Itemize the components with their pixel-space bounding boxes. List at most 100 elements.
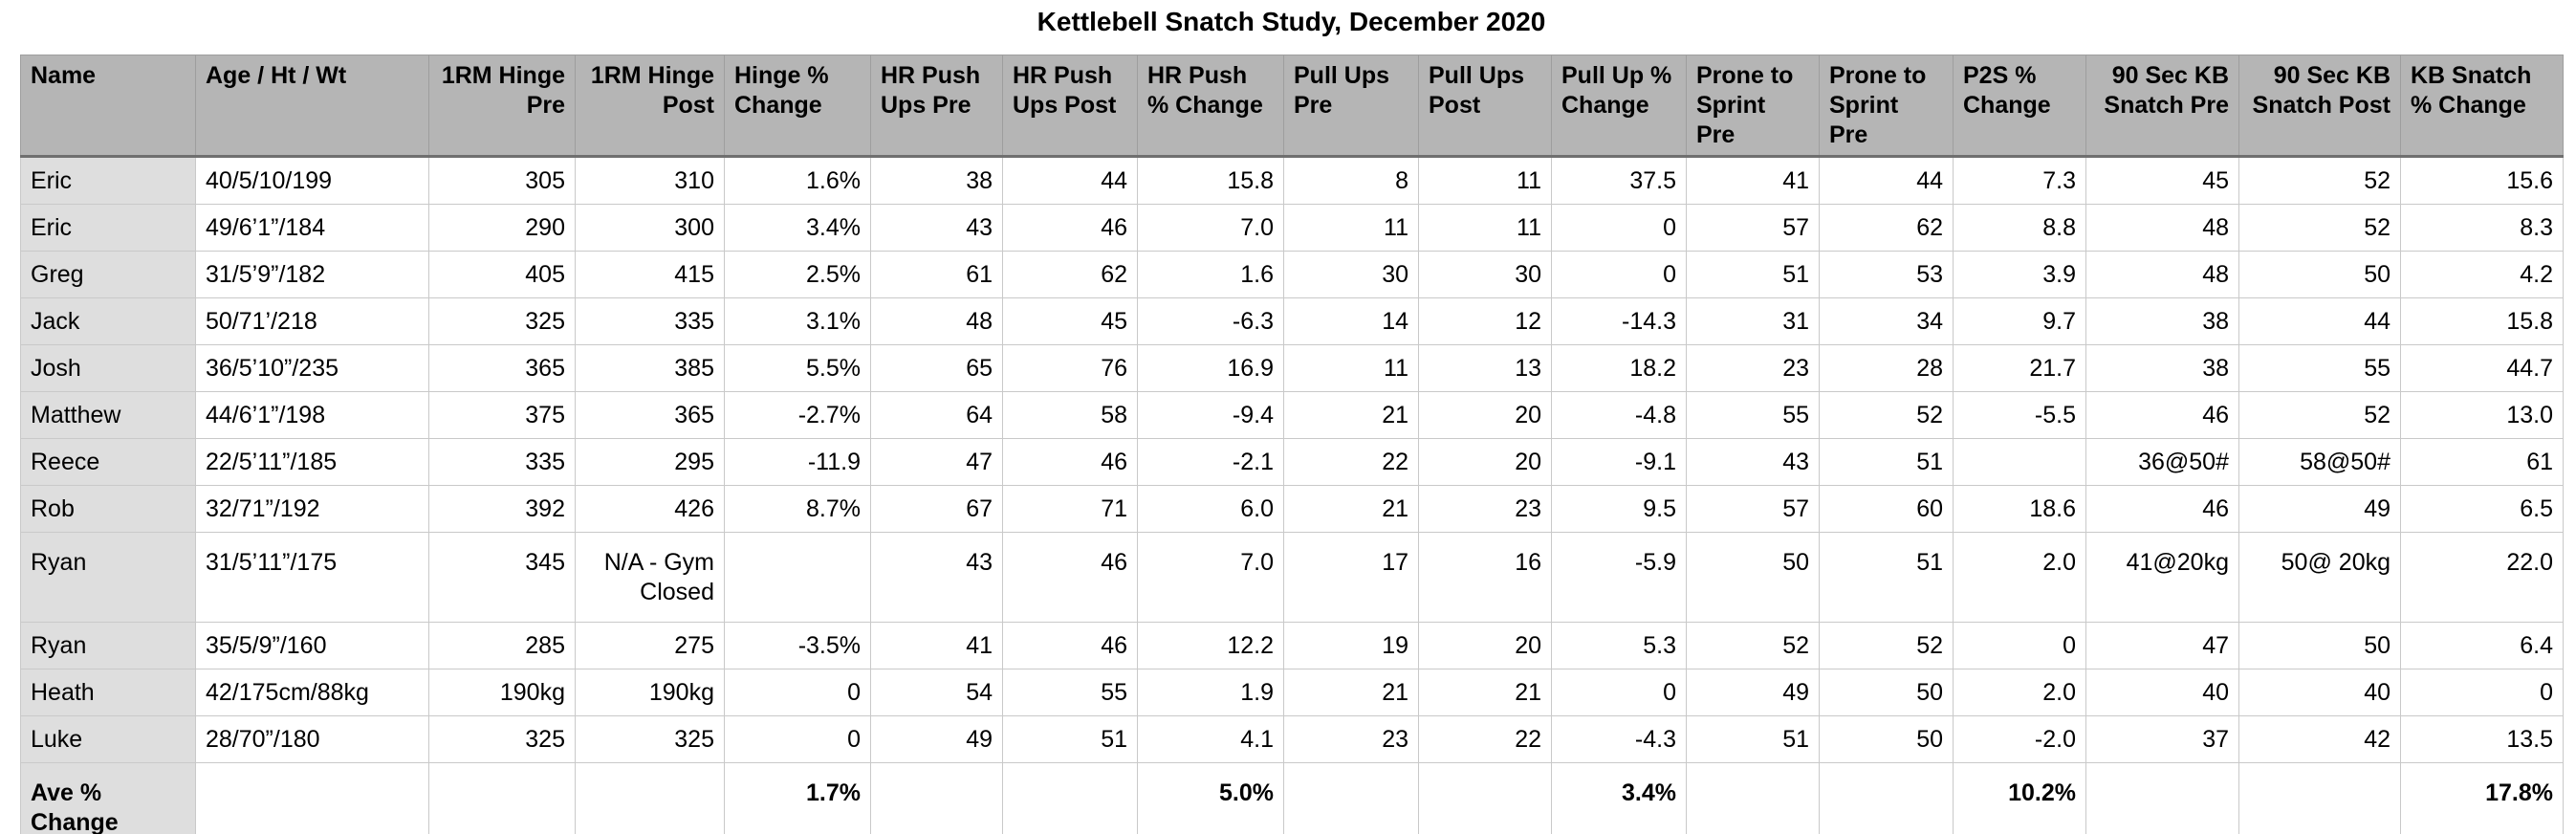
value-cell: 67: [870, 485, 1003, 533]
value-cell: 58: [1002, 391, 1138, 439]
value-cell: 6.4: [2400, 622, 2564, 669]
value-cell: 46: [2085, 391, 2239, 439]
value-cell: 9.7: [1953, 297, 2086, 345]
value-cell: 325: [428, 297, 576, 345]
value-cell: 48: [2085, 204, 2239, 252]
table-row: Ryan 35/5/9”/160 285 275 -3.5% 41 46 12.2 19 20 5.…: [20, 622, 2564, 669]
value-cell: 48: [2085, 251, 2239, 298]
column-header-hr-push-ups-post: HR Push Ups Post: [1002, 55, 1138, 158]
value-cell: 41: [870, 622, 1003, 669]
column-header-hr-push-pct-change: HR Push % Change: [1137, 55, 1284, 158]
value-cell: 325: [428, 715, 576, 763]
name-cell: Rob: [20, 485, 196, 533]
value-cell: 190kg: [428, 669, 576, 716]
value-cell: 36@50#: [2085, 438, 2239, 486]
value-cell: 11: [1283, 204, 1419, 252]
column-header-1rm-hinge-pre: 1RM Hinge Pre: [428, 55, 576, 158]
value-cell: 23: [1283, 715, 1419, 763]
value-cell: 37.5: [1551, 156, 1687, 205]
table-row: Heath 42/175cm/88kg 190kg 190kg 0 54 55 1.9 21 21…: [20, 669, 2564, 716]
value-cell: 65: [870, 344, 1003, 392]
value-cell: 6.0: [1137, 485, 1284, 533]
name-cell: Ave % Change: [20, 762, 196, 834]
value-cell: 48: [870, 297, 1003, 345]
value-cell: 11: [1418, 204, 1552, 252]
value-cell: 71: [1002, 485, 1138, 533]
value-cell: 58@50#: [2238, 438, 2401, 486]
value-cell: [2238, 762, 2401, 834]
value-cell: 22/5’11”/185: [195, 438, 429, 486]
value-cell: 43: [870, 532, 1003, 623]
value-cell: 335: [428, 438, 576, 486]
value-cell: -14.3: [1551, 297, 1687, 345]
value-cell: 11: [1418, 156, 1552, 205]
value-cell: 415: [575, 251, 725, 298]
value-cell: 20: [1418, 391, 1552, 439]
value-cell: [870, 762, 1003, 834]
value-cell: 42: [2238, 715, 2401, 763]
name-cell: Jack: [20, 297, 196, 345]
value-cell: 51: [1819, 438, 1954, 486]
value-cell: 335: [575, 297, 725, 345]
name-cell: Ryan: [20, 622, 196, 669]
value-cell: 50: [1819, 715, 1954, 763]
value-cell: 44/6’1”/198: [195, 391, 429, 439]
name-cell: Reece: [20, 438, 196, 486]
value-cell: 51: [1686, 251, 1820, 298]
value-cell: 17: [1283, 532, 1419, 623]
value-cell: 300: [575, 204, 725, 252]
value-cell: 43: [870, 204, 1003, 252]
value-cell: 14: [1283, 297, 1419, 345]
value-cell: 47: [870, 438, 1003, 486]
value-cell: 64: [870, 391, 1003, 439]
value-cell: 21.7: [1953, 344, 2086, 392]
value-cell: 0: [724, 669, 871, 716]
value-cell: 22.0: [2400, 532, 2564, 623]
column-header-pull-up-pct-change: Pull Up % Change: [1551, 55, 1687, 158]
value-cell: [1418, 762, 1552, 834]
value-cell: 7.3: [1953, 156, 2086, 205]
name-cell: Greg: [20, 251, 196, 298]
value-cell: 40/5/10/199: [195, 156, 429, 205]
value-cell: 8.8: [1953, 204, 2086, 252]
value-cell: 275: [575, 622, 725, 669]
value-cell: 10.2%: [1953, 762, 2086, 834]
value-cell: 15.8: [2400, 297, 2564, 345]
value-cell: 13.5: [2400, 715, 2564, 763]
value-cell: 3.4%: [1551, 762, 1687, 834]
value-cell: [1283, 762, 1419, 834]
value-cell: 44: [1819, 156, 1954, 205]
name-cell: Eric: [20, 156, 196, 205]
value-cell: 12.2: [1137, 622, 1284, 669]
value-cell: 57: [1686, 485, 1820, 533]
value-cell: 28/70”/180: [195, 715, 429, 763]
value-cell: 21: [1283, 391, 1419, 439]
value-cell: 7.0: [1137, 204, 1284, 252]
value-cell: 17.8%: [2400, 762, 2564, 834]
value-cell: 52: [2238, 156, 2401, 205]
value-cell: 46: [1002, 204, 1138, 252]
name-cell: Matthew: [20, 391, 196, 439]
value-cell: 46: [1002, 622, 1138, 669]
table-row: Josh 36/5’10”/235 365 385 5.5% 65 76 16.9 11 13 18…: [20, 344, 2564, 392]
table-row: Luke 28/70”/180 325 325 0 49 51 4.1 23 22 -4.3 51 50…: [20, 715, 2564, 763]
column-header-p2s-pct-change: P2S % Change: [1953, 55, 2086, 158]
name-cell: Luke: [20, 715, 196, 763]
value-cell: 41@20kg: [2085, 532, 2239, 623]
value-cell: 3.9: [1953, 251, 2086, 298]
column-header-kb-snatch-pct-change: KB Snatch % Change: [2400, 55, 2564, 158]
value-cell: 40: [2238, 669, 2401, 716]
table-row: Eric 49/6’1”/184 290 300 3.4% 43 46 7.0 11 11 0 57 6…: [20, 204, 2564, 252]
value-cell: 52: [2238, 391, 2401, 439]
value-cell: 47: [2085, 622, 2239, 669]
table-row: Jack 50/71’/218 325 335 3.1% 48 45 -6.3 14 12 -14.…: [20, 297, 2564, 345]
value-cell: 53: [1819, 251, 1954, 298]
average-row: Ave % Change 1.7% 5.0% 3.4% 10.2% 17.8%: [20, 762, 2564, 834]
value-cell: -2.7%: [724, 391, 871, 439]
value-cell: 5.3: [1551, 622, 1687, 669]
value-cell: [1819, 762, 1954, 834]
value-cell: 3.1%: [724, 297, 871, 345]
value-cell: -2.1: [1137, 438, 1284, 486]
value-cell: 12: [1418, 297, 1552, 345]
value-cell: [428, 762, 576, 834]
